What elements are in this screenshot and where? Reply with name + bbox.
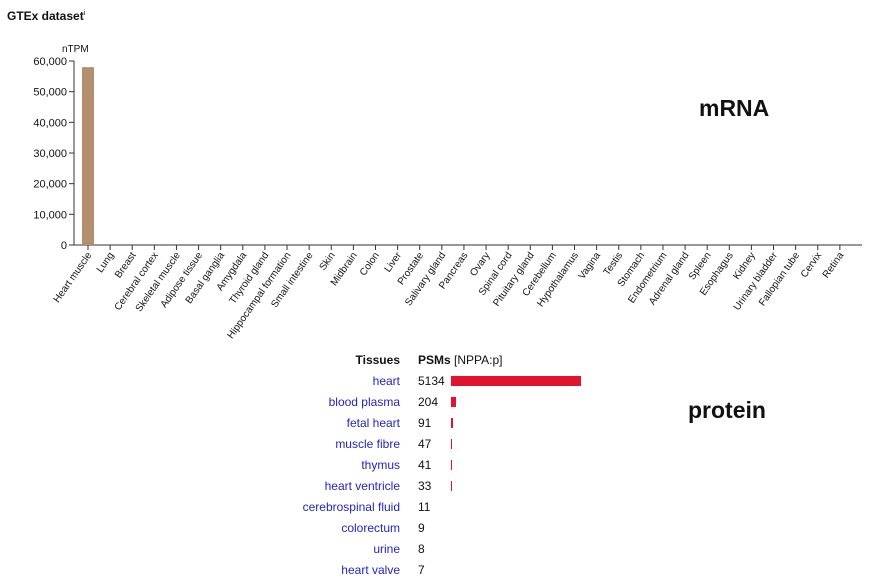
psm-row: fetal heart 91 [0, 413, 888, 434]
psm-row: thymus 41 [0, 455, 888, 476]
psm-bar [451, 460, 452, 470]
bar-series [82, 67, 94, 245]
x-tick-label: Lung [95, 250, 117, 275]
psm-tissue-link[interactable]: fetal heart [346, 416, 400, 430]
psm-tissue-link[interactable]: blood plasma [328, 395, 400, 409]
x-tick-label: Colon [358, 250, 382, 278]
psm-count: 7 [418, 563, 425, 577]
y-tick-label: 20,000 [33, 179, 67, 191]
protein-label: protein [688, 397, 766, 423]
psm-bar [451, 397, 456, 407]
psm-count: 33 [418, 479, 432, 493]
psm-row: colorectum 9 [0, 518, 888, 539]
y-tick-label: 40,000 [33, 117, 67, 129]
x-tick-label: Retina [821, 250, 847, 280]
psm-tissue-link[interactable]: colorectum [341, 521, 400, 535]
psm-count: 41 [418, 458, 432, 472]
y-tick-label: 60,000 [33, 56, 67, 68]
psm-tissue-link[interactable]: muscle fibre [335, 437, 400, 451]
y-tick-label: 10,000 [33, 209, 67, 221]
y-tick-label: 50,000 [33, 87, 67, 99]
psm-tissue-link[interactable]: heart [372, 374, 400, 388]
psm-bar [451, 418, 453, 428]
mrna-label: mRNA [699, 95, 770, 121]
psm-count: 5134 [418, 374, 445, 388]
y-axis-label: nTPM [62, 44, 89, 55]
psm-header-psms-label: PSMs [418, 353, 451, 367]
psm-row: heart valve 7 [0, 560, 888, 581]
info-icon[interactable]: i [83, 10, 86, 17]
psm-row: heart 5134 [0, 371, 888, 392]
psm-tissue-link[interactable]: urine [373, 542, 400, 556]
psm-bar [451, 439, 452, 449]
psm-row: urine 8 [0, 539, 888, 560]
psm-count: 9 [418, 521, 425, 535]
psm-row: heart ventricle 33 [0, 476, 888, 497]
psm-count: 204 [418, 395, 439, 409]
psm-count: 91 [418, 416, 432, 430]
psm-tissue-link[interactable]: cerebrospinal fluid [302, 500, 400, 514]
y-axis: 0 10,000 20,000 30,000 40,000 50,000 60,000 [33, 56, 75, 252]
psm-tissue-link[interactable]: heart valve [341, 563, 400, 577]
psm-header-tissues: Tissues [355, 353, 400, 367]
y-tick-label: 30,000 [33, 148, 67, 160]
psm-tissue-link[interactable]: heart ventricle [324, 479, 400, 493]
psm-tissue-link[interactable]: thymus [361, 458, 400, 472]
chart-title: GTEx dataseti [7, 9, 85, 23]
psm-row: muscle fibre 47 [0, 434, 888, 455]
psm-count: 11 [418, 500, 431, 514]
psm-count: 8 [418, 542, 425, 556]
gtex-bar-chart: nTPM 0 10,000 20,000 30,000 40,000 50,000 60,0… [33, 44, 862, 341]
x-tick-label: Vagina [577, 250, 604, 282]
chart-title-text: GTEx dataset [7, 9, 84, 23]
bar-heart-muscle[interactable] [82, 67, 94, 245]
psm-bar [451, 481, 452, 491]
psm-header-psms: PSMs [NPPA:p] [418, 350, 503, 370]
psm-bar [451, 376, 581, 386]
psm-count: 47 [418, 437, 432, 451]
x-tick-label: Cervix [799, 250, 824, 280]
y-tick-label: 0 [61, 240, 67, 252]
psm-row: blood plasma 204 [0, 392, 888, 413]
psm-header-peptide: [NPPA:p] [454, 353, 503, 367]
x-tick-label: Heart muscle [52, 250, 95, 305]
psm-row: cerebrospinal fluid 11 [0, 497, 888, 518]
x-tick-label: Skin [318, 250, 338, 272]
x-tick-label: Liver [383, 250, 405, 275]
